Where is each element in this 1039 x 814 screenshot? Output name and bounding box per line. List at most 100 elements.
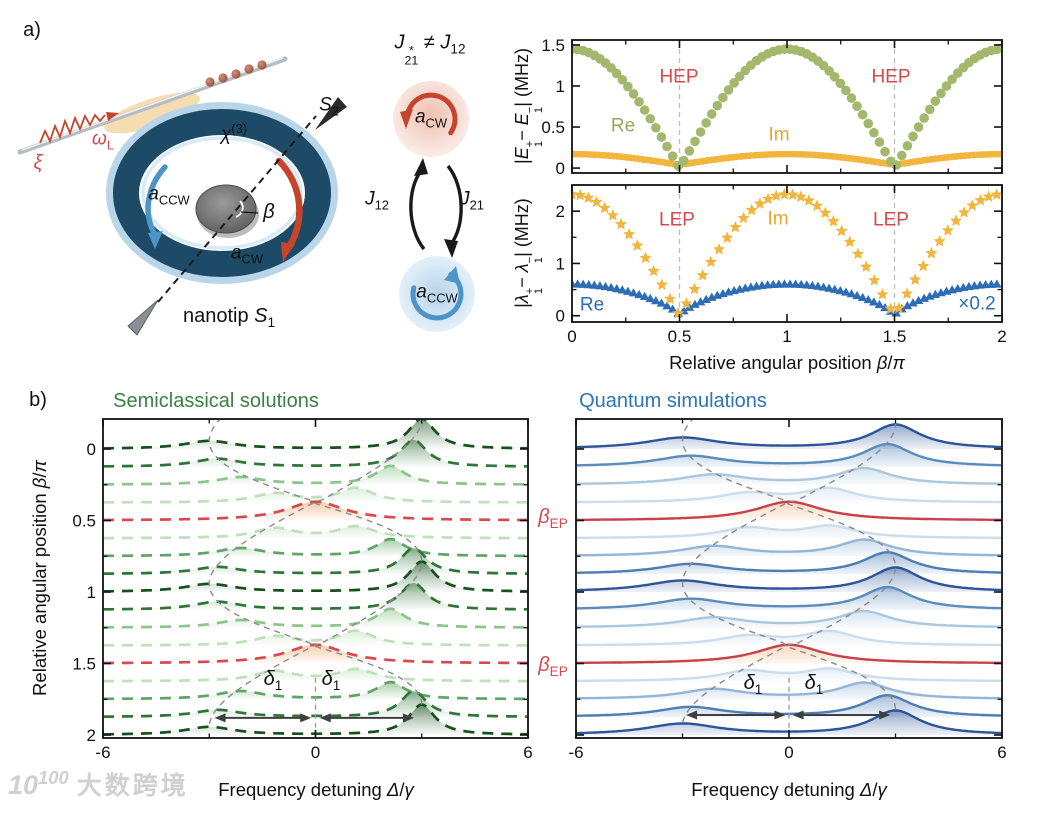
delta1-label-right-b: δ1	[804, 672, 824, 698]
accw-ring-label: aCCW	[148, 183, 190, 208]
j12-arrowhead-icon	[414, 158, 428, 176]
quantum-title: Quantum simulations	[579, 390, 767, 412]
svg-text:-6: -6	[568, 743, 583, 762]
delta1-label-left-a: δ1	[263, 668, 283, 694]
beta-angle-label: β	[263, 201, 275, 223]
svg-text:0: 0	[567, 327, 576, 346]
svg-text:1.5: 1.5	[883, 327, 907, 346]
svg-text:2: 2	[997, 327, 1006, 346]
svg-text:1.5: 1.5	[72, 655, 96, 674]
guide-curves	[208, 420, 423, 728]
s2-needle-icon	[315, 97, 347, 130]
ccw-arrowhead-icon	[148, 231, 163, 249]
trace-beta-0.375	[104, 486, 527, 504]
plot-area	[573, 186, 1001, 321]
hep-annotation-2: HEP	[871, 66, 911, 88]
series-im	[573, 188, 1001, 319]
ccw-mode-loop-icon	[410, 271, 464, 321]
trace-beta-1.875	[104, 689, 527, 718]
trace-beta-0.5	[104, 500, 527, 522]
scale-annotation: ×0.2	[958, 293, 996, 315]
svg-text:2: 2	[556, 202, 565, 221]
trace-beta-0.75	[104, 537, 527, 558]
lep-annotation-1: LEP	[659, 209, 695, 231]
watermark: 10100 大数跨境	[8, 766, 189, 802]
trace-beta-1	[104, 560, 527, 593]
pump-xi-label: ξ	[33, 152, 43, 174]
right-waterfall-xlabel: Frequency detuning Δ/γ	[691, 778, 887, 800]
guide-curves	[681, 420, 897, 727]
j21-arrowhead-icon	[444, 239, 458, 258]
svg-text:0: 0	[784, 743, 793, 762]
cw-mode-circle	[393, 81, 469, 157]
trace-beta-1.625	[577, 667, 1001, 682]
trace-beta-1.125	[104, 581, 527, 611]
trace-beta-0	[577, 423, 1001, 449]
pump-pulse-icon	[39, 113, 106, 144]
ring-inner-rim	[141, 136, 303, 250]
pump-frequency-label: ωL	[92, 128, 114, 153]
cw-arrow-icon	[275, 157, 303, 254]
fiber-glow	[104, 92, 200, 134]
re-annotation-bottom: Re	[579, 294, 605, 316]
semiclassical-title: Semiclassical solutions	[113, 390, 319, 412]
semiclassical-waterfall: -6 0 6 0 0.5 1 1.5 2	[72, 418, 533, 762]
eigenvalue-splitting: 0 1 2 0 0.5 1 1.5 2	[556, 184, 1007, 346]
trace-beta-0.125	[104, 438, 527, 468]
hep-annotation-1: HEP	[659, 66, 699, 88]
axis-frame: 0 1 2	[556, 184, 1003, 326]
svg-text:0: 0	[556, 307, 565, 326]
hybridized-splitting: 0 0.5 1 1.5	[541, 36, 1003, 178]
xtick-labels: 0 0.5 1 1.5 2	[567, 327, 1006, 346]
cw-mode-loop-head-icon	[400, 109, 413, 129]
trace-beta-0.5	[577, 500, 1001, 521]
svg-text:0.5: 0.5	[541, 118, 565, 137]
acw-ring-label: aCW	[230, 242, 264, 267]
svg-text:0.5: 0.5	[668, 327, 692, 346]
svg-text:0: 0	[87, 440, 96, 459]
coupling-diagram	[393, 81, 475, 332]
svg-text:6: 6	[523, 743, 532, 762]
beta-pointer-line	[240, 211, 259, 214]
svg-text:0.5: 0.5	[72, 512, 96, 531]
plot-area	[577, 420, 1001, 735]
microring-schematic	[17, 56, 347, 336]
cw-mode-loop-icon	[404, 92, 458, 136]
ccw-mode-label: aCCW	[416, 281, 458, 306]
nanotip-label: nanotip S1	[182, 305, 276, 331]
im-annotation-bottom: Im	[767, 208, 789, 230]
chi3-label: χ(3)	[220, 120, 248, 146]
angle-xaxis-label: Relative angular position β/π	[669, 351, 905, 373]
j21-arrow-icon	[446, 164, 463, 246]
trace-beta-0.625	[577, 524, 1001, 539]
delta-arrows	[686, 710, 891, 720]
left-waterfall-xlabel: Frequency detuning Δ/γ	[218, 778, 414, 800]
j21-label: J21	[460, 188, 484, 213]
svg-text:2: 2	[87, 726, 96, 745]
trace-beta-0.375	[577, 486, 1001, 504]
im-annotation-top: Im	[768, 124, 790, 146]
cw-arrowhead-icon	[281, 242, 295, 262]
delta1-label-left-b: δ1	[321, 668, 341, 694]
svg-text:1: 1	[87, 583, 96, 602]
bottom-chart-ylabel: |λ +1− λ −1 | (MHz)	[512, 198, 546, 308]
trace-beta-1.75	[577, 681, 1001, 700]
trace-beta-1.375	[104, 629, 527, 647]
trace-beta-1.5	[577, 643, 1001, 664]
delta1-label-right-a: δ1	[743, 672, 763, 698]
trace-beta-0.625	[104, 524, 527, 540]
waterfall-ylabel: Relative angular position β/π	[28, 460, 50, 696]
ring-halo	[106, 102, 338, 284]
j12-label: J12	[365, 188, 389, 213]
nanotip-needle-icon	[127, 299, 159, 336]
s2-label: S2	[319, 94, 339, 119]
panel-b-letter: b)	[29, 389, 47, 411]
trace-beta-1.25	[577, 609, 1001, 628]
beta-ep-label-1: βEP	[538, 506, 568, 532]
ring-body	[113, 109, 331, 277]
trace-beta-0.875	[104, 546, 527, 575]
coupling-inequality-label: J * 21 ≠ J12	[394, 31, 466, 68]
plot-area	[573, 41, 1001, 172]
